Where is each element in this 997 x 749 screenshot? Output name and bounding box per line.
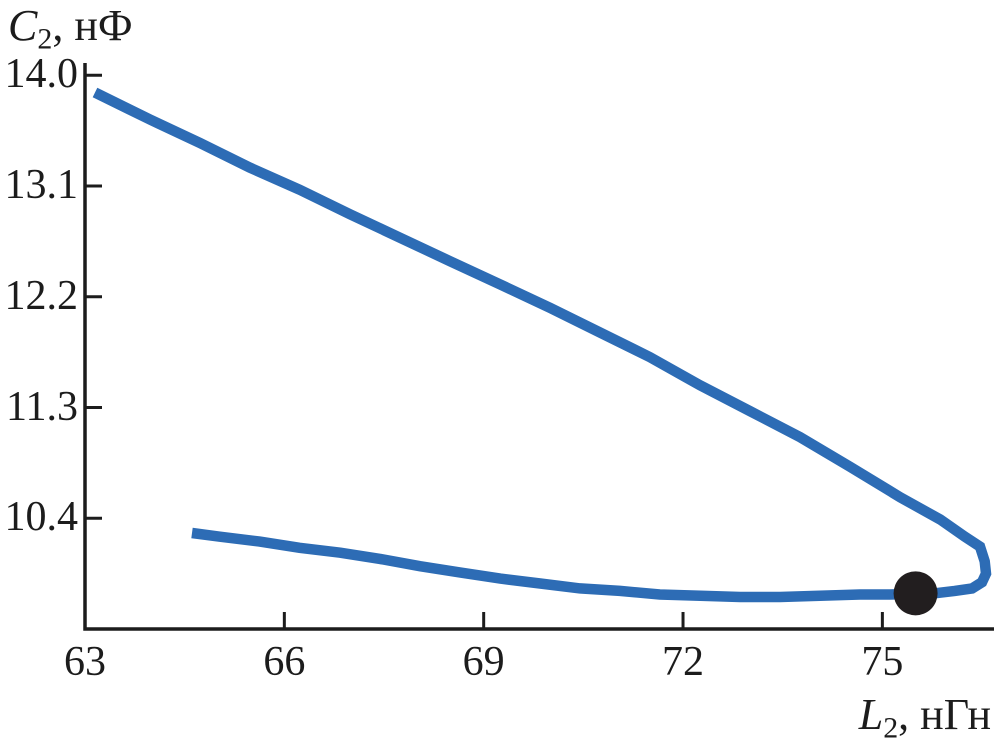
x-tick-label: 69 [462, 639, 505, 685]
x-tick-label: 63 [64, 639, 106, 685]
x-axis-symbol: L [858, 690, 884, 739]
y-tick-label: 11.3 [6, 383, 78, 430]
x-axis-title: L2, нГн [858, 690, 991, 743]
solution-point-marker [893, 571, 938, 616]
y-tick-label: 14.0 [4, 51, 79, 98]
x-axis-unit: , нГн [898, 690, 991, 739]
x-tick-label: 66 [263, 639, 306, 685]
x-axis-subscript: 2 [883, 711, 899, 745]
y-axis-unit: , нФ [52, 1, 133, 50]
y-axis-subscript: 2 [37, 22, 53, 56]
x-tick-label: 75 [861, 639, 904, 685]
y-tick-label: 13.1 [4, 162, 79, 209]
x-tick-label: 72 [662, 639, 705, 685]
y-tick-label: 12.2 [4, 272, 79, 319]
y-axis-title: C2, нФ [8, 1, 133, 54]
y-tick-label: 10.4 [4, 494, 79, 541]
curve-line [92, 87, 992, 603]
y-axis-symbol: C [8, 1, 38, 50]
